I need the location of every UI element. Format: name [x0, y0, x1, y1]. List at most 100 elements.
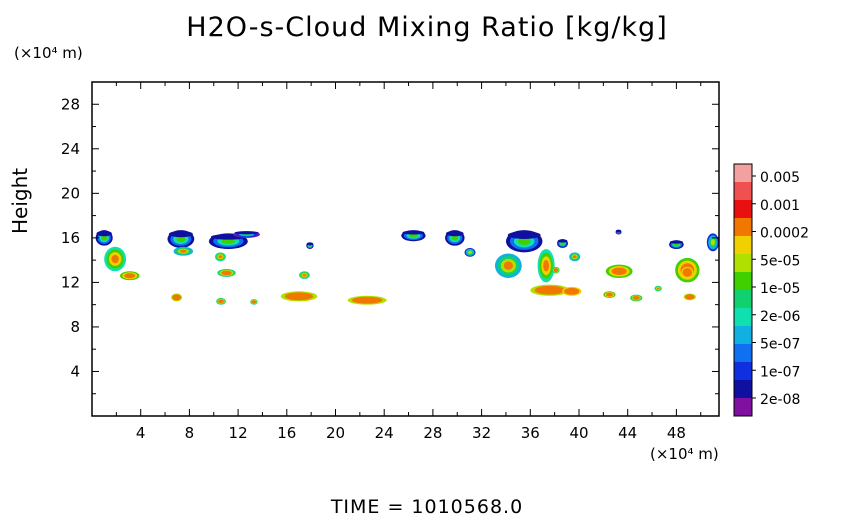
cloud-layer — [302, 273, 307, 277]
y-tick-label-2: 12 — [61, 273, 80, 291]
colorbar-label-1: 0.001 — [760, 198, 800, 214]
cloud-layer — [503, 261, 513, 270]
y-tick-label-1: 8 — [70, 318, 80, 336]
cloud-layer — [292, 294, 306, 299]
cloud-region-17 — [445, 230, 465, 246]
cloud-layer — [176, 235, 186, 243]
cloud-region-9 — [306, 242, 314, 249]
cloud-layer — [543, 260, 550, 272]
cloud-rim — [615, 229, 622, 233]
cloud-rim — [446, 230, 464, 237]
cloud-layer — [517, 237, 531, 245]
cloud-region-6 — [233, 231, 261, 238]
cloud-layer — [360, 298, 374, 302]
colorbar-swatch-8 — [734, 308, 752, 327]
cloud-layer — [554, 269, 558, 272]
cloud-region-27 — [605, 264, 633, 278]
cloud-layer — [221, 238, 235, 244]
x-tick-label-0: 4 — [136, 424, 146, 442]
cloud-region-36 — [552, 266, 560, 274]
x-axis-unit: (×10⁴ m) — [650, 445, 719, 463]
cloud-layer — [218, 255, 223, 259]
colorbar-swatch-10 — [734, 344, 752, 363]
cloud-layer — [126, 274, 134, 278]
cloud-region-1 — [104, 246, 127, 272]
cloud-region-24 — [561, 286, 582, 296]
colorbar-label-4: 1e-05 — [760, 281, 800, 297]
colorbar-swatch-11 — [734, 362, 752, 381]
colorbar-swatch-2 — [734, 200, 752, 219]
cloud-region-34 — [683, 293, 696, 301]
y-axis-label: Height — [8, 167, 32, 234]
cloud-region-7 — [214, 252, 226, 262]
cloud-layer — [219, 300, 223, 303]
colorbar-swatch-5 — [734, 254, 752, 273]
x-tick-label-8: 36 — [521, 424, 540, 442]
cloud-region-21 — [537, 249, 555, 283]
x-tick-label-9: 40 — [569, 424, 588, 442]
cloud-layer — [223, 271, 230, 275]
x-tick-label-5: 24 — [375, 424, 394, 442]
cloud-region-23 — [530, 284, 570, 296]
cloud-region-33 — [706, 233, 719, 252]
cloud-region-14 — [280, 291, 318, 302]
y-tick-label-6: 28 — [61, 95, 80, 113]
cloud-region-8 — [217, 269, 236, 277]
colorbar-swatch-0 — [734, 164, 752, 183]
cloud-region-35 — [654, 285, 662, 292]
colorbar-swatch-3 — [734, 218, 752, 237]
colorbar-label-6: 5e-07 — [760, 337, 800, 353]
y-axis-unit: (×10⁴ m) — [14, 44, 83, 62]
cloud-layer — [101, 235, 108, 241]
colorbar-frame — [733, 163, 753, 417]
cloud-rim — [402, 230, 425, 235]
y-tick-label-3: 16 — [61, 229, 80, 247]
colorbar-swatch-7 — [734, 290, 752, 309]
cloud-rim — [234, 231, 259, 235]
colorbar-swatch-12 — [734, 380, 752, 399]
cloud-layer — [572, 255, 577, 259]
cloud-region-4 — [173, 246, 194, 256]
cloud-region-18 — [464, 247, 476, 257]
cloud-rim — [557, 239, 568, 243]
colorbar-swatch-13 — [734, 398, 752, 417]
cloud-region-20 — [494, 253, 522, 278]
cloud-field — [95, 229, 719, 305]
cloud-region-19 — [505, 230, 543, 253]
cloud-layer — [656, 287, 660, 290]
cloud-layer — [179, 249, 187, 253]
cloud-layer — [560, 241, 565, 245]
cloud-rim — [669, 240, 683, 244]
cloud-region-32 — [681, 266, 694, 278]
cloud-layer — [614, 268, 624, 274]
cloud-region-0 — [95, 230, 113, 246]
cloud-region-10 — [298, 271, 310, 280]
cloud-layer — [568, 289, 575, 293]
cloud-rim — [306, 242, 314, 246]
time-footer: TIME = 1010568.0 — [330, 496, 524, 518]
colorbar: 0.005 0.001 0.0002 5e-05 1e-05 2e-06 5e-07 1e-0… — [733, 163, 809, 417]
cloud-region-28 — [603, 291, 616, 298]
cloud-region-29 — [630, 294, 643, 302]
colorbar-label-7: 1e-07 — [760, 364, 800, 380]
colorbar-swatch-4 — [734, 236, 752, 255]
colorbar-swatch-9 — [734, 326, 752, 345]
cloud-region-2 — [120, 271, 140, 281]
colorbar-swatch-6 — [734, 272, 752, 291]
chart-title: H2O-s-Cloud Mixing Ratio [kg/kg] — [186, 12, 668, 43]
x-tick-label-10: 44 — [618, 424, 637, 442]
cloud-region-22 — [557, 238, 569, 248]
cloud-region-11 — [171, 293, 183, 302]
cloud-region-16 — [401, 230, 426, 242]
cloud-layer — [543, 288, 557, 293]
x-tick-label-3: 16 — [277, 424, 296, 442]
x-tick-label-2: 12 — [229, 424, 248, 442]
cloud-layer — [252, 300, 256, 303]
y-tick-label-4: 20 — [61, 184, 80, 202]
cloud-region-12 — [216, 297, 226, 305]
x-tick-label-1: 8 — [185, 424, 195, 442]
cloud-rim — [168, 230, 193, 238]
colorbar-label-2: 0.0002 — [760, 226, 809, 242]
cloud-layer — [685, 270, 690, 275]
